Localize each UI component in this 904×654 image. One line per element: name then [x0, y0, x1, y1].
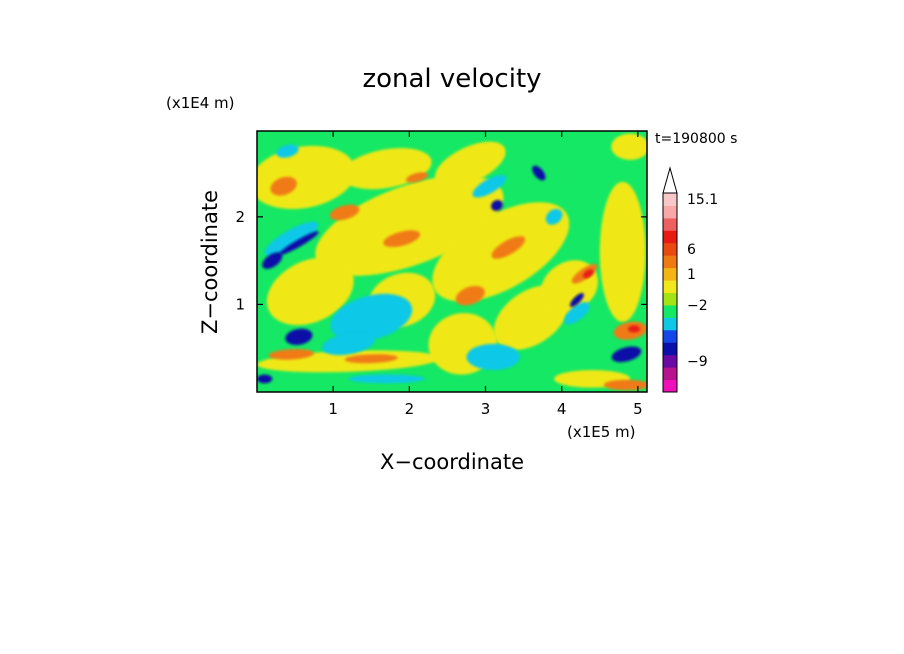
chart-title: zonal velocity [362, 64, 541, 94]
colorbar-segment [663, 255, 677, 269]
colorbar-segment [663, 193, 677, 206]
contour-yellow-region [315, 175, 504, 276]
contour-blue-region [279, 231, 319, 255]
colorbar-segment [663, 230, 677, 244]
colorbar-segment [663, 267, 677, 281]
contour-orange-region [270, 176, 297, 196]
contour-orange-region [329, 204, 360, 221]
contour-cyan-region [348, 374, 425, 384]
colorbar-segment [663, 280, 677, 293]
contour-orange-region [344, 354, 398, 364]
contour-cyan-region [264, 221, 319, 256]
contour-yellow-region [434, 141, 506, 187]
contour-cyan-region [545, 208, 563, 225]
contour-cyan-region [564, 302, 590, 325]
time-label: t=190800 s [655, 131, 737, 147]
colorbar-segment [663, 329, 677, 343]
y-scale-label: (x1E4 m) [166, 94, 235, 112]
x-tick-label: 1 [328, 400, 338, 418]
contour-yellow-region [266, 257, 354, 326]
contour-cyan-region [276, 144, 299, 158]
contour-blue-region [262, 252, 283, 269]
colorbar-label: 1 [687, 267, 696, 283]
colorbar-extension-arrow [662, 166, 678, 194]
colorbar-label: −9 [687, 354, 708, 370]
colorbar-segment [663, 367, 677, 381]
contour-blue-region [491, 199, 503, 211]
x-tick-label: 2 [405, 400, 415, 418]
colorbar-segment [663, 217, 677, 231]
contour-orange-region [455, 285, 485, 306]
contour-orange-region [491, 236, 526, 259]
x-scale-label: (x1E5 m) [567, 423, 636, 441]
contour-blue-region [532, 165, 546, 181]
contour-cyan-region [472, 174, 507, 198]
y-axis-ticks: 12 [235, 208, 647, 313]
y-tick-label: 2 [235, 208, 245, 226]
plot-frame [256, 130, 648, 393]
colorbar: 15.1 6 1 −2 −9 [662, 166, 718, 393]
colorbar-segment [663, 292, 677, 306]
contour-cyan-region [322, 332, 375, 356]
x-tick-label: 4 [557, 400, 567, 418]
colorbar-segment [663, 379, 677, 393]
contour-blue-region [611, 346, 642, 363]
contour-yellow-region [611, 133, 647, 160]
colorbar-label: 6 [687, 242, 696, 258]
contour-red-region [582, 269, 594, 279]
colorbar-segment [663, 304, 677, 318]
x-axis-label: X−coordinate [380, 450, 524, 474]
contour-yellow-region [599, 181, 646, 322]
x-axis-ticks: 1 2 3 4 5 [328, 131, 643, 418]
x-tick-label: 5 [633, 400, 643, 418]
colorbar-segment [663, 317, 677, 331]
colorbar-label: −2 [687, 298, 708, 314]
contour-features [257, 133, 647, 391]
colorbar-segment [663, 354, 677, 368]
colorbar-segment [663, 342, 677, 356]
contour-cyan-region [330, 293, 413, 342]
contour-red-region [627, 325, 641, 333]
contour-blue-region [570, 293, 584, 307]
contour-cyan-region [466, 343, 520, 371]
y-tick-label: 1 [235, 295, 245, 313]
contour-orange-region [405, 172, 429, 183]
contour-orange-region [268, 348, 315, 360]
contour-orange-region [603, 379, 647, 391]
contour-orange-region [383, 230, 421, 248]
colorbar-segment [663, 205, 677, 219]
colorbar-segment [663, 242, 677, 256]
contour-blue-region [285, 328, 313, 345]
colorbar-label: 15.1 [687, 192, 718, 208]
x-tick-label: 3 [481, 400, 491, 418]
y-axis-label: Z−coordinate [198, 190, 222, 334]
plot-area [257, 131, 647, 392]
contour-blue-region [257, 374, 273, 384]
